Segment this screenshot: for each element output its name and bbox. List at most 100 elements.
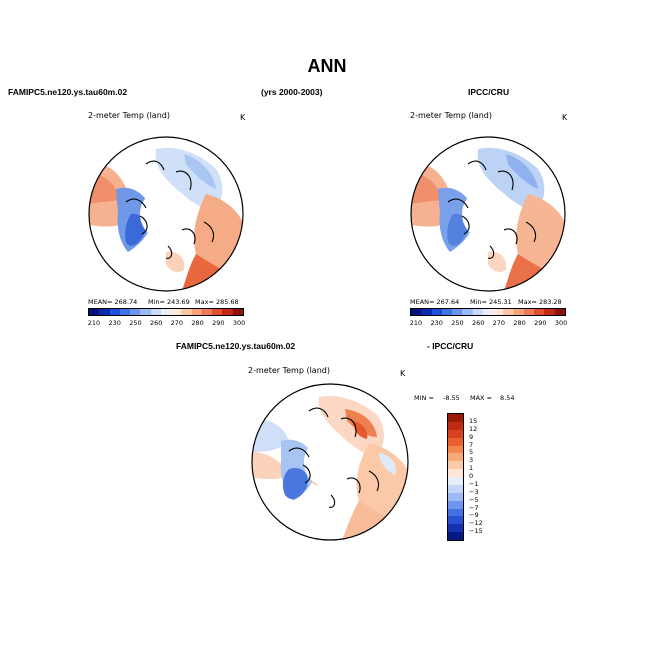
colorbar-swatch	[411, 309, 422, 315]
diff-max-label: MAX =	[470, 394, 493, 402]
colorbar-swatch	[472, 309, 483, 315]
colorbar-swatch	[482, 309, 494, 315]
colorbar-swatch	[448, 445, 463, 454]
colorbar-swatch	[109, 309, 120, 315]
colorbar-swatch	[160, 309, 172, 315]
colorbar-swatch	[503, 309, 514, 315]
colorbar-tick-label: −15	[469, 527, 483, 536]
colorbar-tick-label: 280	[191, 319, 204, 327]
colorbar-tick-label: 5	[469, 448, 474, 457]
colorbar-swatch	[523, 309, 535, 315]
colorbar-swatch	[544, 309, 555, 315]
colorbar-tick-label: −3	[469, 487, 479, 496]
panel1-min: Min= 243.69	[148, 298, 190, 306]
colorbar-swatch	[431, 309, 442, 315]
diff-units: K	[400, 369, 406, 378]
colorbar-swatch	[171, 309, 182, 315]
model-name-header: FAMIPC5.ne120.ys.tau60m.02	[8, 87, 128, 97]
colorbar-tick-label: 270	[170, 319, 184, 327]
panel1-polar-map	[88, 136, 244, 292]
colorbar-tick-label: 210	[87, 319, 101, 327]
colorbar-swatch	[448, 453, 463, 462]
page-title: ANN	[307, 56, 347, 76]
panel1-max: Max= 285.68	[195, 298, 239, 306]
panel2-title: 2-meter Temp (land)	[410, 111, 492, 120]
diff-title: 2-meter Temp (land)	[248, 366, 330, 375]
colorbar-swatch	[448, 532, 463, 540]
colorbar-tick-label: 230	[430, 319, 443, 327]
colorbar-swatch	[448, 477, 463, 485]
colorbar-tick-label: 1	[469, 464, 474, 473]
colorbar-tick-label: 0	[469, 472, 474, 480]
colorbar-swatch	[448, 508, 463, 517]
colorbar-swatch	[191, 309, 202, 315]
colorbar-tick-label: 12	[469, 424, 478, 433]
colorbar-swatch	[89, 309, 100, 315]
colorbar-tick-label: −9	[469, 511, 479, 520]
panel2-polar-map	[410, 136, 566, 292]
colorbar-swatch	[421, 309, 432, 315]
colorbar-swatch	[452, 309, 463, 315]
colorbar-swatch	[201, 309, 213, 315]
diff-min-label: MIN =	[414, 394, 434, 402]
colorbar-swatch	[222, 309, 233, 315]
panel1-colorbar	[88, 308, 244, 316]
colorbar-tick-label: 15	[469, 416, 478, 425]
colorbar-swatch	[181, 309, 192, 315]
panel2-mean: MEAN= 267.64	[410, 298, 460, 306]
colorbar-tick-label: 210	[409, 319, 423, 327]
colorbar-tick-label: −7	[469, 503, 479, 512]
diff-polar-map	[251, 383, 409, 541]
colorbar-tick-label: 9	[469, 432, 474, 441]
colorbar-swatch	[448, 421, 463, 430]
colorbar-tick-label: 250	[129, 319, 142, 327]
colorbar-swatch	[448, 469, 463, 477]
diff-model-label: FAMIPC5.ne120.ys.tau60m.02	[176, 341, 296, 351]
colorbar-swatch	[448, 414, 463, 422]
colorbar-swatch	[448, 492, 463, 501]
colorbar-tick-label: 3	[469, 456, 474, 465]
colorbar-swatch	[448, 500, 463, 509]
colorbar-tick-label: 7	[469, 440, 474, 449]
panel2-units: K	[562, 113, 568, 122]
panel1-units: K	[240, 113, 246, 122]
colorbar-swatch	[534, 309, 545, 315]
colorbar-tick-label: 270	[492, 319, 506, 327]
diff-max-value: 8.54	[500, 394, 515, 402]
colorbar-tick-label: 300	[232, 319, 246, 327]
colorbar-swatch	[448, 516, 463, 525]
colorbar-swatch	[99, 309, 110, 315]
diff-colorbar-labels: 15 12 9 7 5 3 1 0 −1 −3 −5 −7 −9 −12 −15	[469, 413, 499, 539]
colorbar-tick-label: 300	[554, 319, 568, 327]
panel2-max: Max= 283.28	[518, 298, 562, 306]
obs-header: IPCC/CRU	[468, 87, 510, 97]
colorbar-swatch	[441, 309, 453, 315]
diff-obs-label: - IPCC/CRU	[427, 341, 474, 351]
years-header: (yrs 2000-2003)	[261, 87, 323, 97]
colorbar-swatch	[119, 309, 131, 315]
colorbar-swatch	[130, 309, 141, 315]
panel2-min: Min= 245.31	[470, 298, 512, 306]
colorbar-swatch	[448, 484, 463, 493]
colorbar-swatch	[448, 437, 463, 446]
colorbar-swatch	[513, 309, 524, 315]
colorbar-tick-label: 280	[513, 319, 526, 327]
colorbar-tick-label: 290	[212, 319, 225, 327]
colorbar-tick-label: 230	[108, 319, 121, 327]
colorbar-swatch	[493, 309, 504, 315]
panel2-colorbar	[410, 308, 566, 316]
colorbar-swatch	[448, 524, 463, 533]
colorbar-tick-label: 290	[534, 319, 547, 327]
colorbar-tick-label: 260	[149, 319, 163, 327]
colorbar-swatch	[140, 309, 151, 315]
colorbar-swatch	[150, 309, 161, 315]
colorbar-tick-label: 250	[451, 319, 464, 327]
colorbar-tick-label: 260	[471, 319, 485, 327]
panel1-mean: MEAN= 268.74	[88, 298, 138, 306]
colorbar-swatch	[448, 429, 463, 438]
colorbar-tick-label: −1	[469, 479, 479, 488]
colorbar-swatch	[232, 309, 243, 315]
colorbar-tick-label: −12	[469, 519, 483, 528]
colorbar-tick-label: −5	[469, 495, 479, 504]
diff-min-value: -8.55	[443, 394, 460, 402]
